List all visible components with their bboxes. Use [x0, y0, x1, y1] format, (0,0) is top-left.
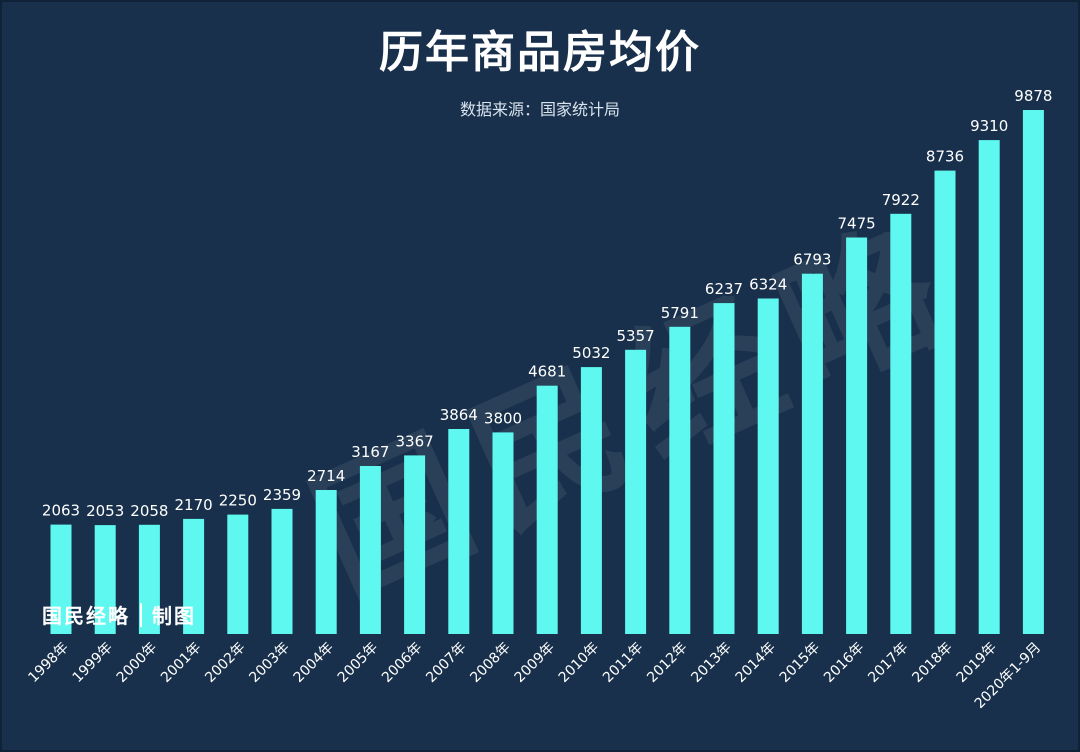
x-tick-label: 2008年 [467, 640, 513, 686]
data-label: 8736 [926, 148, 964, 166]
bar-2002年 [227, 514, 249, 634]
bar-1998年 [50, 524, 72, 634]
x-tick-label: 2005年 [335, 640, 381, 686]
bar-2003年 [271, 508, 293, 634]
data-label: 7922 [882, 191, 920, 209]
x-tick-label: 2012年 [644, 640, 690, 686]
bar-2013年 [713, 303, 735, 634]
brand-suffix: 制图 [152, 604, 196, 628]
data-label: 3367 [396, 432, 434, 450]
bar-2004年 [315, 490, 337, 634]
x-tick-label: 1998年 [25, 640, 71, 686]
x-tick-label: 2016年 [821, 640, 867, 686]
bar-2018年 [934, 170, 956, 634]
x-tick-label: 2000年 [114, 640, 160, 686]
data-label: 6793 [793, 251, 831, 269]
data-label: 9310 [970, 117, 1008, 135]
data-label: 2063 [42, 502, 80, 520]
bar-2000年 [138, 524, 160, 634]
bar-2007年 [448, 429, 470, 634]
data-label: 2714 [307, 467, 345, 485]
brand-name: 国民经略 [42, 604, 130, 628]
data-label: 5791 [661, 304, 699, 322]
x-tick-label: 2003年 [246, 640, 292, 686]
bar-2008年 [492, 432, 514, 634]
bar-2001年 [183, 518, 205, 634]
x-tick-label: 2004年 [291, 640, 337, 686]
data-label: 4681 [528, 363, 566, 381]
x-tick-label: 2010年 [556, 640, 602, 686]
data-label: 2053 [86, 502, 124, 520]
chart-subtitle: 数据来源：国家统计局 [459, 100, 620, 119]
x-tick-label: 1999年 [70, 640, 116, 686]
data-label: 3864 [440, 406, 478, 424]
bar-2012年 [669, 326, 691, 634]
data-label: 3800 [484, 409, 522, 427]
chart-title: 历年商品房均价 [379, 27, 701, 78]
x-tick-label: 2018年 [909, 640, 955, 686]
data-label: 2170 [175, 496, 213, 514]
x-tick-label: 2009年 [512, 640, 558, 686]
bar-2020年1-9月 [1022, 110, 1044, 634]
data-label: 2250 [219, 492, 257, 510]
bar-2017年 [890, 213, 912, 635]
bar-2019年 [978, 140, 1000, 634]
data-label: 5032 [572, 344, 610, 362]
bar-2016年 [846, 237, 868, 634]
x-tick-label: 2006年 [379, 640, 425, 686]
data-label: 9878 [1014, 87, 1052, 105]
bar-2011年 [625, 349, 647, 634]
x-tick-label: 2011年 [600, 640, 646, 686]
data-label: 6324 [749, 276, 787, 294]
x-tick-label: 2014年 [733, 640, 779, 686]
data-label: 6237 [705, 280, 743, 298]
data-label: 7475 [838, 215, 876, 233]
bar-2015年 [801, 273, 823, 634]
bar-2006年 [404, 455, 426, 634]
bar-2014年 [757, 298, 779, 634]
bar-2010年 [580, 367, 602, 634]
x-tick-label: 2007年 [423, 640, 469, 686]
data-label: 2058 [130, 502, 168, 520]
data-label: 5357 [617, 327, 655, 345]
x-tick-label: 2013年 [688, 640, 734, 686]
bar-2009年 [536, 385, 558, 634]
bar-1999年 [94, 525, 116, 634]
x-tick-label: 2002年 [202, 640, 248, 686]
x-tick-label: 2017年 [865, 640, 911, 686]
x-tick-label: 2001年 [158, 640, 204, 686]
brand-logo: 国民经略 制图 [42, 600, 196, 629]
bar-2005年 [359, 466, 381, 634]
data-label: 3167 [351, 443, 389, 461]
data-label: 2359 [263, 486, 301, 504]
logo-separator [140, 602, 142, 627]
x-tick-label: 2015年 [777, 640, 823, 686]
